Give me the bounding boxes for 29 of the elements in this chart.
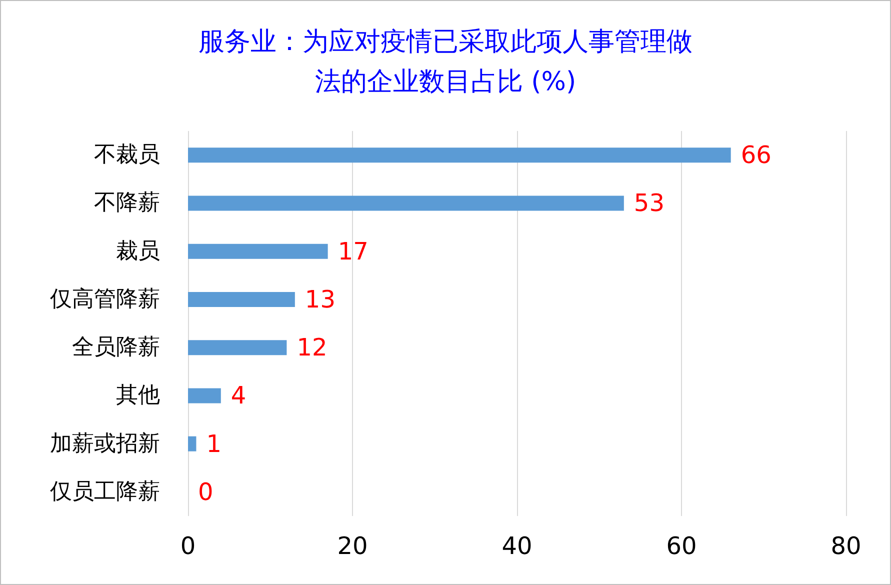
y-tick-label: 不降薪 [94,190,160,216]
bar [188,244,328,259]
data-label: 12 [296,334,328,362]
data-label: 66 [740,141,772,170]
y-tick-label: 仅高管降薪 [50,286,160,312]
y-tick-label: 其他 [116,383,160,408]
x-tick-label: 60 [666,532,697,560]
x-tick-label: 80 [830,532,862,560]
y-tick-label: 全员降薪 [72,335,160,360]
data-label: 17 [338,237,368,266]
x-tick-label: 0 [180,532,196,560]
bar [188,292,295,307]
data-label: 0 [198,478,214,506]
data-label: 4 [230,382,246,410]
bar [188,340,287,356]
bar [188,148,731,163]
bar [188,196,624,211]
y-tick-label: 仅员工降薪 [50,479,160,504]
y-tick-label: 裁员 [116,238,160,264]
data-label: 1 [206,430,222,458]
y-tick-label: 不裁员 [94,142,160,168]
y-tick-label: 加薪或招新 [50,431,160,456]
bar [188,388,221,404]
bar [188,436,196,452]
data-label: 53 [634,189,664,218]
x-tick-label: 20 [337,532,368,560]
chart-title: 服务业：为应对疫情已采取此项人事管理做法的企业数目占比 (%) [198,27,692,97]
data-label: 13 [304,285,336,314]
x-tick-label: 40 [502,532,532,560]
